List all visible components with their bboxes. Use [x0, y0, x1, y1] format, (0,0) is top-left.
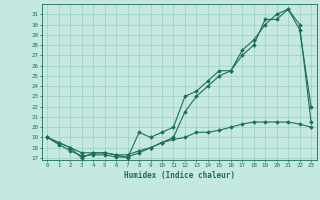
X-axis label: Humidex (Indice chaleur): Humidex (Indice chaleur) [124, 171, 235, 180]
